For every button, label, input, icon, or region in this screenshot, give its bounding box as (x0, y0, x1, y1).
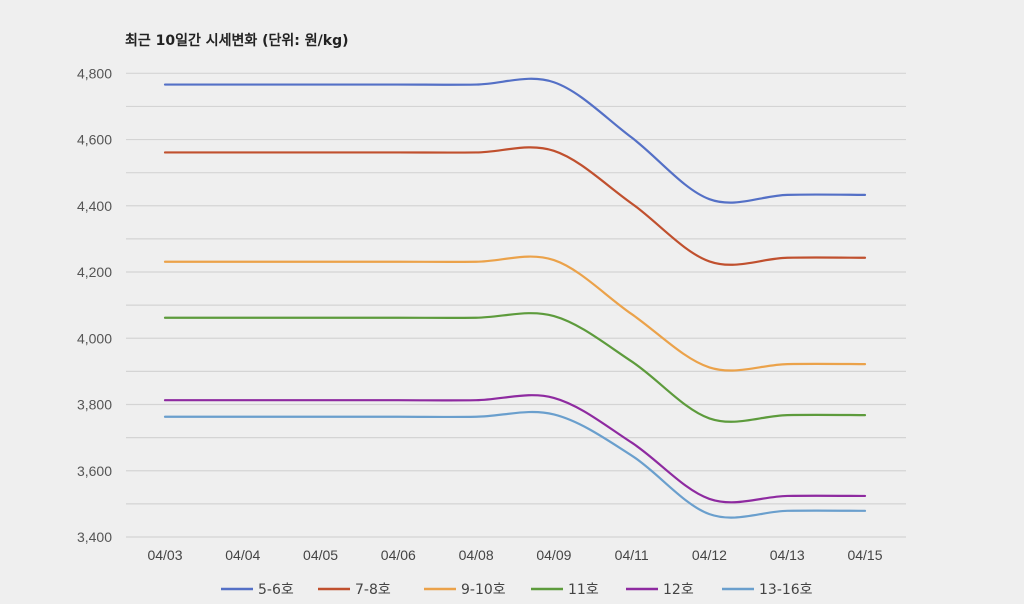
y-tick-label: 3,600 (77, 463, 112, 479)
series-line-13-16호 (163, 410, 867, 519)
x-tick-label: 04/13 (770, 547, 805, 563)
legend-label: 5-6호 (258, 582, 294, 598)
series-line-9-10호 (163, 255, 867, 372)
y-tick-label: 4,800 (77, 65, 112, 81)
x-tick-label: 04/15 (847, 547, 882, 563)
legend-item[interactable]: 13-16호 (722, 582, 813, 598)
x-axis: 04/03 04/04 04/05 04/06 04/08 04/09 04/11 04/12… (147, 547, 882, 563)
legend-item[interactable]: 5-6호 (221, 582, 294, 598)
x-tick-label: 04/09 (536, 547, 571, 563)
series-line-12호 (163, 394, 867, 504)
series-line-7-8호 (163, 146, 867, 266)
y-tick-label: 4,600 (77, 132, 112, 148)
series-line-5-6호 (163, 77, 867, 204)
x-tick-label: 04/12 (692, 547, 727, 563)
legend: 5-6호 7-8호 9-10호 11호 12호 13-16호 (221, 582, 813, 598)
legend-label: 13-16호 (759, 582, 813, 598)
chart-title: 최근 10일간 시세변화 (단위: 원/kg) (125, 33, 349, 49)
legend-item[interactable]: 11호 (531, 582, 599, 598)
legend-label: 12호 (663, 582, 694, 598)
x-tick-label: 04/08 (459, 547, 494, 563)
y-tick-label: 4,200 (77, 264, 112, 280)
legend-label: 11호 (568, 582, 599, 598)
x-tick-label: 04/03 (147, 547, 182, 563)
legend-label: 7-8호 (355, 582, 391, 598)
x-tick-label: 04/06 (381, 547, 416, 563)
gridlines (126, 72, 906, 538)
y-axis: 3,400 3,600 3,800 4,000 4,200 4,400 4,600 4,800 (77, 65, 112, 545)
series-line-11호 (163, 312, 867, 423)
legend-label: 9-10호 (461, 582, 506, 598)
y-tick-label: 4,400 (77, 198, 112, 214)
legend-item[interactable]: 9-10호 (424, 582, 506, 598)
x-tick-label: 04/05 (303, 547, 338, 563)
y-tick-label: 3,400 (77, 529, 112, 545)
x-tick-label: 04/11 (615, 547, 649, 563)
y-tick-label: 3,800 (77, 397, 112, 413)
x-tick-label: 04/04 (225, 547, 260, 563)
y-tick-label: 4,000 (77, 330, 112, 346)
legend-item[interactable]: 7-8호 (318, 582, 391, 598)
legend-item[interactable]: 12호 (626, 582, 694, 598)
series-lines (163, 77, 867, 519)
